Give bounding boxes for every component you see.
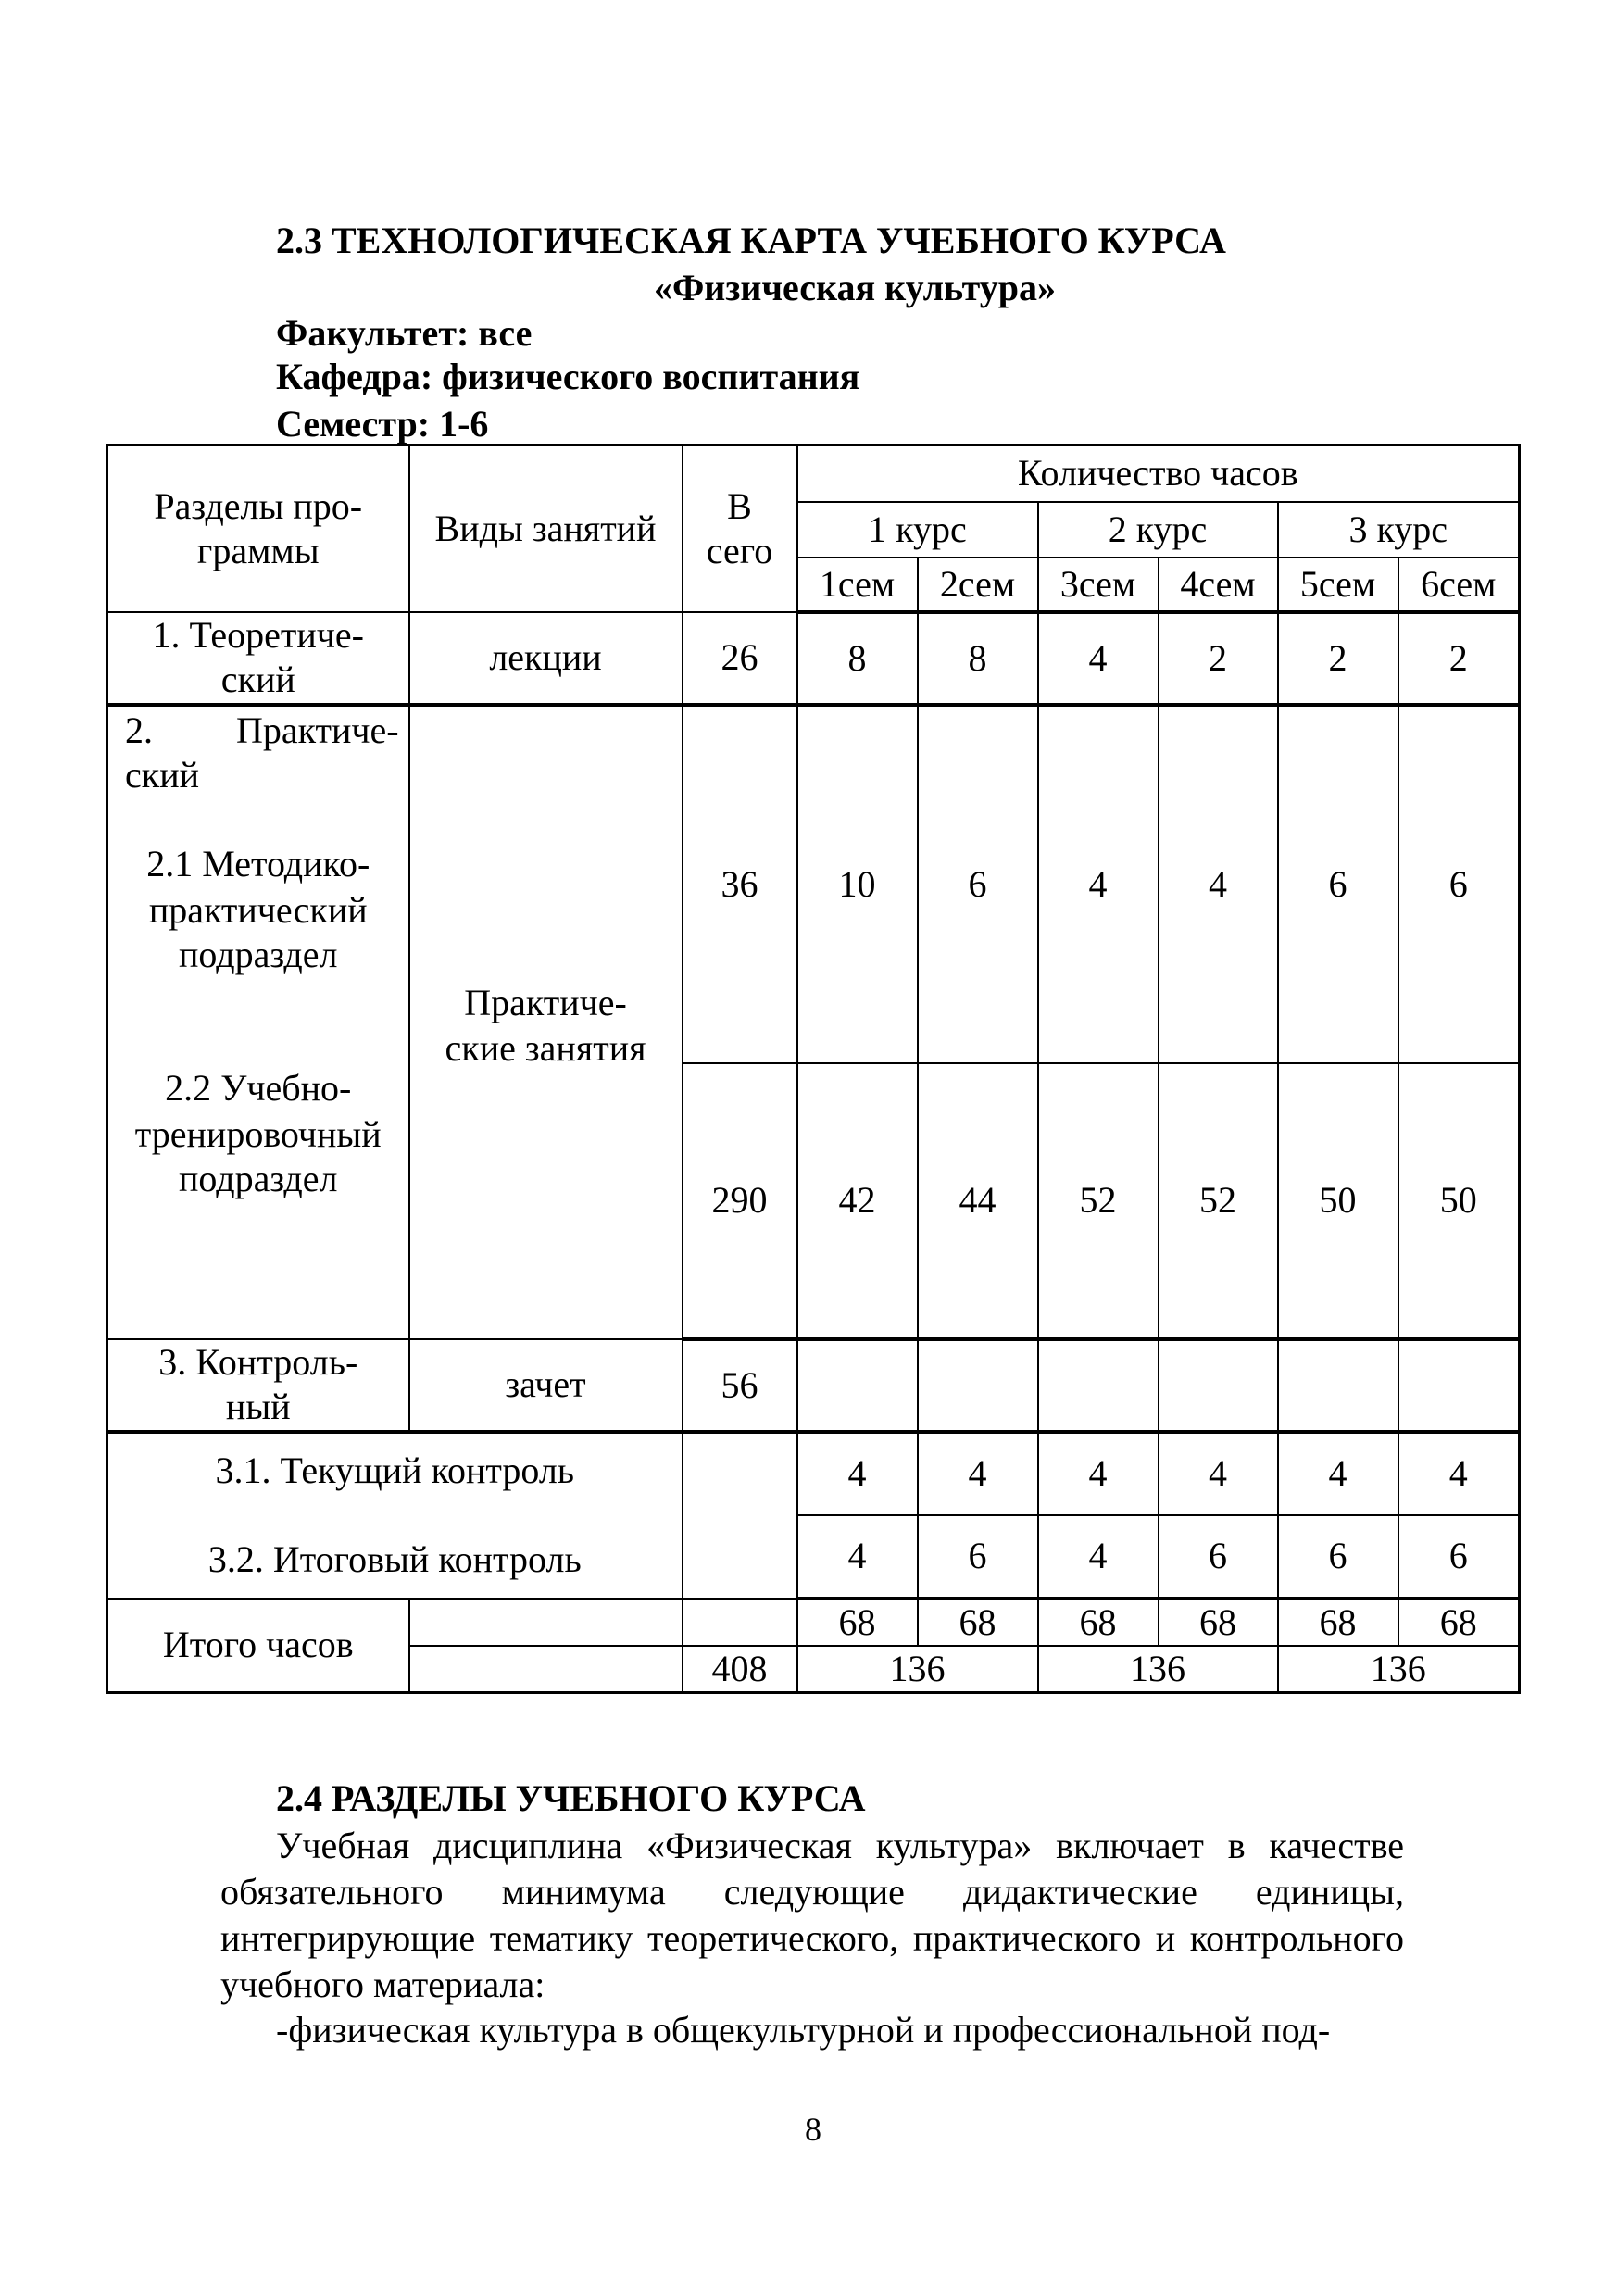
cell: 52 — [1157, 1061, 1279, 1341]
cell: 68 — [1276, 1597, 1399, 1647]
cell: 42 — [796, 1061, 919, 1341]
cell: 4 — [916, 1430, 1039, 1516]
bullet-item: -физическая культура в общекультурной и … — [276, 2009, 1331, 2051]
cell — [681, 1597, 798, 1647]
cell — [407, 1597, 683, 1647]
header-course: 3 курс — [1276, 500, 1521, 558]
course-name: «Физическая культура» — [653, 267, 1057, 308]
header-semester: 3сем — [1036, 556, 1159, 614]
cell: 2 — [1276, 610, 1399, 707]
cell: 6 — [1276, 703, 1399, 1064]
page-number: 8 — [805, 2111, 821, 2148]
cell: 50 — [1276, 1061, 1399, 1341]
cell: 4 — [796, 1513, 919, 1600]
theory-total: 26 — [681, 610, 798, 707]
practice-sub2-total: 290 — [681, 1061, 798, 1341]
grand-total: 408 — [681, 1644, 798, 1693]
section-2-4-title: 2.4 РАЗДЕЛЫ УЧЕБНОГО КУРСА — [276, 1777, 866, 1819]
header-semester: 2сем — [916, 556, 1039, 614]
control-section: 3. Контроль-ный — [106, 1337, 410, 1434]
cell: 10 — [796, 703, 919, 1064]
control-total: 56 — [681, 1337, 798, 1434]
cell — [1157, 1337, 1279, 1434]
cell: 4 — [1036, 1513, 1159, 1600]
practice-section: 2. Практиче- ский 2.1 Методико- практичес… — [106, 703, 410, 1340]
cell: 4 — [1036, 703, 1159, 1064]
cell: 6 — [916, 703, 1039, 1064]
cell: 6 — [1397, 703, 1521, 1064]
table-row: Итого часов 68 68 68 68 68 68 — [106, 1597, 1521, 1693]
cell: 4 — [1157, 1430, 1279, 1516]
cell: 2 — [1397, 610, 1521, 707]
table-row: 1. Теоретиче-ский лекции 26 8 8 4 2 2 2 — [106, 610, 1521, 707]
header-course: 2 курс — [1036, 500, 1279, 558]
cell: 50 — [1397, 1061, 1521, 1341]
theory-section: 1. Теоретиче-ский — [106, 610, 410, 707]
cell: 4 — [1397, 1430, 1521, 1516]
cell — [796, 1337, 919, 1434]
cell: 6 — [916, 1513, 1039, 1600]
theory-type: лекции — [407, 610, 683, 707]
cell: 4 — [796, 1430, 919, 1516]
cell: 44 — [916, 1061, 1039, 1341]
cell: 68 — [796, 1597, 919, 1647]
table-row: 2. Практиче- ский 2.1 Методико- практичес… — [106, 703, 1521, 1340]
cell: 4 — [1036, 1430, 1159, 1516]
table-row: 408 136 136 136 — [107, 1644, 1521, 1693]
header-types: Виды занятий — [407, 444, 683, 613]
header-semester: 5сем — [1276, 556, 1399, 614]
cell: 6 — [1157, 1513, 1279, 1600]
totals-label: Итого часов — [106, 1597, 410, 1693]
cell: 4 — [1276, 1430, 1399, 1516]
cell: 68 — [1036, 1597, 1159, 1647]
table-row: 4 6 4 6 6 6 — [107, 1513, 1521, 1600]
control-subsections: 3.1. Текущий контроль 3.2. Итоговый конт… — [106, 1430, 683, 1600]
table-row: 290 42 44 52 52 50 50 — [107, 1061, 1521, 1341]
cell — [1397, 1337, 1521, 1434]
cell: 68 — [1157, 1597, 1279, 1647]
cell: 68 — [1397, 1597, 1521, 1647]
semester: Семестр: 1-6 — [276, 403, 489, 445]
header-course: 1 курс — [796, 500, 1039, 558]
section-title: 2.3 ТЕХНОЛОГИЧЕСКАЯ КАРТА УЧЕБНОГО КУРСА — [276, 220, 1226, 261]
section-paragraph: Учебная дисциплина «Физическая культура»… — [220, 1825, 1404, 2005]
cell — [681, 1430, 798, 1600]
practice-sub1-total: 36 — [681, 703, 798, 1064]
cell: 52 — [1036, 1061, 1159, 1341]
header-semester: 1сем — [796, 556, 919, 614]
cell: 68 — [916, 1597, 1039, 1647]
department: Кафедра: физического воспитания — [276, 356, 860, 397]
course-total: 136 — [1036, 1644, 1279, 1693]
cell — [1276, 1337, 1399, 1434]
table-row: 3. Контроль-ный зачет 56 — [106, 1337, 1521, 1434]
cell: 4 — [1157, 703, 1279, 1064]
cell: 8 — [916, 610, 1039, 707]
control-type: зачет — [407, 1337, 683, 1434]
cell — [916, 1337, 1039, 1434]
faculty: Факультет: все — [276, 312, 533, 354]
header-hours: Количество часов — [796, 444, 1521, 503]
course-total: 136 — [1276, 1644, 1521, 1693]
header-sections: Разделы про-граммы — [106, 444, 410, 613]
cell: 6 — [1276, 1513, 1399, 1600]
cell: 6 — [1397, 1513, 1521, 1600]
cell — [407, 1644, 683, 1693]
cell: 2 — [1157, 610, 1279, 707]
practice-type: Практиче- ские занятия — [407, 703, 683, 1340]
header-semester: 6сем — [1397, 556, 1521, 614]
cell: 8 — [796, 610, 919, 707]
course-total: 136 — [796, 1644, 1039, 1693]
header-semester: 4сем — [1157, 556, 1279, 614]
cell — [1036, 1337, 1159, 1434]
cell: 4 — [1036, 610, 1159, 707]
table-row: 3.1. Текущий контроль 3.2. Итоговый конт… — [106, 1430, 1521, 1600]
